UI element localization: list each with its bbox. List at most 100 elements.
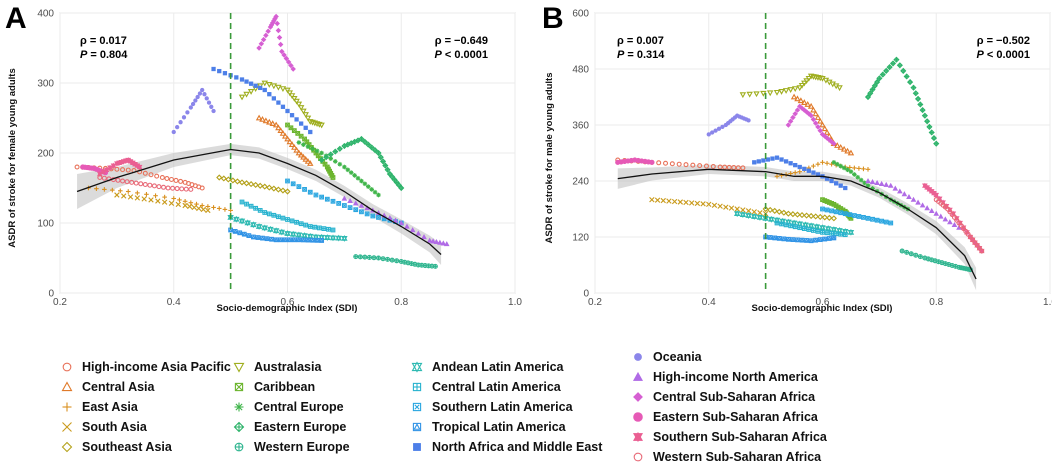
- data-point: [394, 258, 400, 264]
- data-point: [883, 67, 890, 74]
- data-point: [252, 181, 259, 188]
- data-point: [295, 149, 303, 156]
- legend-marker-icon: [633, 392, 643, 402]
- data-point: [756, 159, 761, 164]
- data-point: [288, 62, 294, 69]
- y-tick-label: 600: [572, 9, 589, 20]
- data-point: [723, 204, 729, 210]
- legend-label: High-income North America: [653, 370, 818, 384]
- data-point: [171, 196, 177, 201]
- data-point: [947, 219, 953, 225]
- data-point: [301, 237, 306, 243]
- data-point: [735, 165, 741, 171]
- data-point: [858, 177, 864, 183]
- data-point: [269, 120, 276, 126]
- data-point: [851, 213, 857, 218]
- data-point: [861, 166, 866, 172]
- data-point: [260, 36, 267, 43]
- data-point: [287, 237, 293, 243]
- data-point: [120, 178, 126, 184]
- data-point: [837, 143, 844, 150]
- data-point: [238, 94, 246, 101]
- data-point: [336, 201, 342, 206]
- legend-marker: [62, 402, 72, 412]
- data-point: [279, 187, 287, 194]
- data-point: [856, 214, 862, 219]
- data-point: [300, 108, 307, 115]
- legend-label: Southern Sub-Saharan Africa: [653, 430, 827, 444]
- data-point: [793, 162, 798, 168]
- legend-marker-icon: [632, 371, 644, 381]
- data-point: [820, 160, 825, 165]
- data-point: [369, 187, 374, 192]
- data-point: [649, 159, 655, 165]
- data-point: [285, 108, 290, 114]
- data-point: [688, 200, 695, 206]
- data-point: [903, 73, 910, 80]
- data-point: [792, 170, 798, 175]
- y-tick-label: 360: [572, 121, 589, 132]
- data-point: [359, 209, 364, 215]
- data-point: [182, 202, 188, 209]
- data-point: [267, 225, 274, 233]
- data-point: [838, 163, 843, 169]
- data-point: [720, 124, 725, 130]
- legend-marker-icon: [632, 431, 644, 443]
- data-point: [766, 90, 774, 97]
- legend-label: North Africa and Middle East: [432, 440, 603, 454]
- legend-item: Eastern Sub-Saharan Africa: [631, 408, 818, 426]
- data-point: [238, 217, 246, 225]
- data-point: [649, 196, 655, 203]
- data-point: [811, 170, 816, 175]
- data-point: [908, 251, 914, 257]
- legend-label: Central Asia: [82, 380, 155, 394]
- data-point: [794, 95, 801, 102]
- legend-item: Western Europe: [232, 438, 350, 456]
- data-point: [250, 221, 257, 229]
- data-point: [342, 164, 347, 170]
- data-point: [803, 78, 810, 85]
- data-point: [421, 234, 427, 240]
- data-point: [379, 158, 387, 165]
- data-point: [865, 167, 871, 172]
- data-point: [272, 121, 280, 128]
- data-point: [746, 91, 753, 98]
- x-tick-label: 0.6: [281, 297, 295, 308]
- data-point: [353, 207, 359, 213]
- data-point: [774, 220, 780, 226]
- data-point: [316, 225, 322, 231]
- rho-left-a: ρ = 0.017: [80, 35, 127, 47]
- data-point: [776, 235, 782, 241]
- data-point: [808, 112, 814, 119]
- data-point: [794, 211, 801, 218]
- data-point: [110, 187, 115, 193]
- data-point: [347, 205, 353, 210]
- data-point: [175, 201, 181, 208]
- legend-marker-icon: [234, 402, 244, 412]
- data-point: [307, 160, 314, 166]
- data-point: [371, 255, 377, 261]
- data-point: [330, 227, 336, 233]
- data-point: [710, 164, 716, 170]
- data-point: [726, 164, 732, 170]
- data-point: [734, 206, 740, 212]
- legend-label: Andean Latin America: [432, 360, 564, 374]
- data-point: [200, 87, 205, 93]
- data-point: [919, 202, 926, 208]
- data-point: [834, 181, 839, 186]
- data-point: [304, 157, 312, 164]
- figure: A 0.2 0.4 0.6 0.8 1.0 0 100 200 300 400 ρ = 0.017…: [5, 2, 1052, 314]
- data-point: [716, 126, 722, 131]
- data-point: [924, 118, 931, 125]
- data-point: [829, 230, 834, 236]
- data-point: [933, 210, 940, 216]
- data-point: [817, 213, 824, 221]
- data-point: [815, 229, 821, 234]
- data-point: [883, 181, 890, 187]
- data-point: [324, 196, 330, 202]
- data-point: [841, 165, 847, 171]
- data-point: [785, 210, 792, 217]
- data-point: [824, 230, 830, 236]
- data-point: [930, 134, 938, 142]
- x-tick-label: 0.8: [929, 297, 943, 308]
